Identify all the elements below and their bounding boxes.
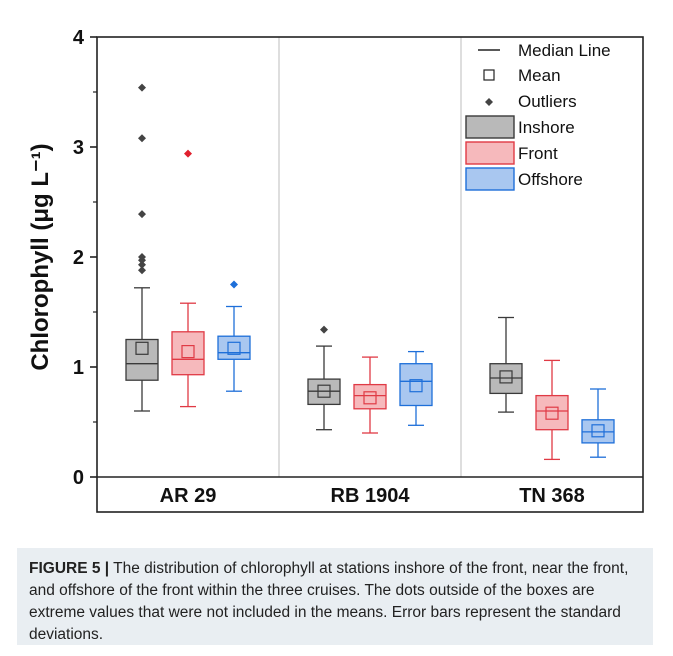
inshore-box-0: [125, 83, 159, 412]
inshore-box-2: [489, 316, 523, 413]
mean-marker: [317, 384, 331, 398]
outlier-point: [138, 134, 146, 143]
mean-marker: [135, 341, 149, 355]
y-tick-label: 4: [73, 27, 85, 49]
legend-front-label: Front: [518, 144, 558, 163]
category-label: TN 368: [519, 485, 585, 507]
mean-marker: [545, 406, 559, 420]
legend-outlier-swatch: [485, 98, 493, 106]
mean-marker: [181, 345, 195, 359]
outlier-point: [138, 260, 146, 269]
box-iqr: [353, 383, 387, 410]
y-axis-label: Chlorophyll (μg L⁻¹): [27, 143, 54, 370]
offshore-box-1: [399, 350, 433, 426]
caption-text: The distribution of chlorophyll at stati…: [29, 560, 629, 643]
chart: 0 1 2 3 4 AR 29 RB 1904 TN 368 Chlorophyll (μg …: [27, 27, 644, 513]
front-box-2: [535, 359, 569, 461]
box-iqr: [399, 363, 433, 407]
box-iqr: [125, 338, 159, 381]
mean-marker: [499, 370, 513, 384]
outlier-point: [138, 83, 146, 92]
legend-median-label: Median Line: [518, 41, 611, 60]
outlier-point: [138, 266, 146, 275]
outlier-point: [138, 210, 146, 219]
outlier-point: [320, 325, 328, 334]
legend-mean-label: Mean: [518, 66, 561, 85]
category-label: AR 29: [160, 485, 217, 507]
box-iqr: [217, 335, 251, 360]
legend-inshore-swatch: [465, 115, 515, 139]
legend-mean-swatch: [483, 69, 495, 81]
y-tick-label: 3: [73, 137, 84, 159]
offshore-box-0: [217, 280, 251, 392]
category-label: RB 1904: [331, 485, 411, 507]
mean-marker: [591, 424, 605, 438]
box-iqr: [171, 331, 205, 376]
inshore-box-1: [307, 325, 341, 431]
mean-marker: [227, 341, 241, 355]
legend-outliers-label: Outliers: [518, 92, 577, 111]
front-box-1: [353, 356, 387, 434]
y-tick-label: 1: [73, 357, 84, 379]
outlier-point: [138, 253, 146, 261]
outlier-point: [184, 149, 192, 158]
figure-caption: FIGURE 5 | The distribution of chlorophy…: [17, 548, 653, 645]
front-box-0: [171, 149, 205, 408]
y-tick-label: 2: [73, 247, 84, 269]
legend-offshore-swatch: [465, 167, 515, 191]
legend-inshore-label: Inshore: [518, 118, 575, 137]
plot-frame: [96, 36, 644, 513]
figure-label: FIGURE 5 |: [29, 560, 110, 577]
mean-marker: [409, 379, 423, 393]
y-tick-label: 0: [73, 467, 84, 489]
mean-marker: [363, 391, 377, 405]
box-iqr: [535, 394, 569, 431]
legend-front-swatch: [465, 141, 515, 165]
legend-offshore-label: Offshore: [518, 170, 583, 189]
legend: Median Line Mean Outliers Inshore Front …: [465, 41, 611, 191]
outlier-point: [230, 280, 238, 289]
offshore-box-2: [581, 388, 615, 458]
